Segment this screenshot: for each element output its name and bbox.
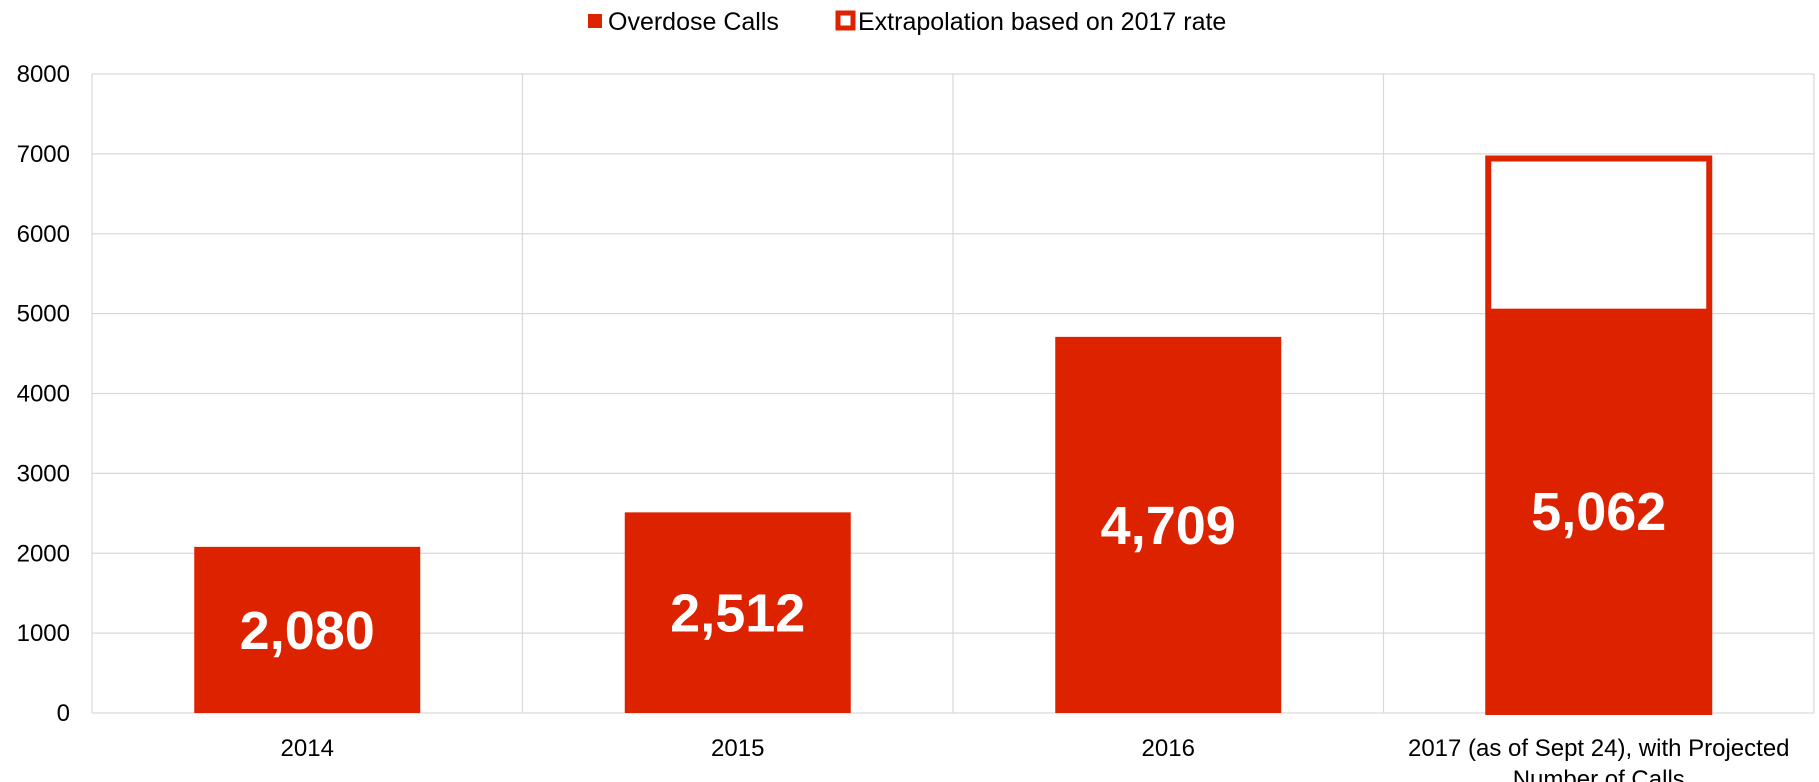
y-tick-label: 6000 — [17, 221, 70, 248]
data-label: 4,709 — [1101, 496, 1236, 556]
bar-overdose-calls-1 — [624, 512, 851, 713]
x-category-label: Number of Calls — [1513, 766, 1685, 782]
legend-label-extrapolation: Extrapolation based on 2017 rate — [858, 8, 1226, 36]
x-category-label: 2015 — [711, 735, 764, 762]
y-tick-label: 0 — [57, 700, 70, 727]
y-tick-label: 4000 — [17, 381, 70, 408]
x-category-label: 2016 — [1142, 735, 1195, 762]
x-category-label: 2014 — [281, 735, 334, 762]
data-label: 2,512 — [670, 584, 805, 644]
legend-swatch-overdose-calls — [588, 14, 602, 28]
data-label: 2,080 — [240, 601, 375, 661]
y-tick-label: 7000 — [17, 141, 70, 168]
y-tick-label: 2000 — [17, 540, 70, 567]
legend: Overdose Calls Extrapolation based on 20… — [588, 8, 1226, 36]
data-label: 5,062 — [1531, 482, 1666, 542]
bar-overdose-calls-2 — [1055, 336, 1282, 713]
y-tick-label: 8000 — [17, 61, 70, 88]
y-axis-tick-labels: 0 1000 2000 3000 4000 5000 6000 7000 8000 — [17, 61, 70, 727]
y-tick-label: 3000 — [17, 460, 70, 487]
bar-overdose-calls-3 — [1485, 308, 1712, 713]
legend-label-overdose-calls: Overdose Calls — [608, 8, 779, 36]
data-labels: 2,080 2,512 4,709 5,062 — [240, 482, 1667, 661]
bar-overdose-calls-0 — [194, 546, 421, 713]
x-axis-category-labels: 2014 2015 2016 2017 (as of Sept 24), with P… — [281, 735, 1790, 782]
y-tick-label: 1000 — [17, 620, 70, 647]
y-tick-label: 5000 — [17, 301, 70, 328]
bars — [194, 155, 1713, 715]
x-category-label: 2017 (as of Sept 24), with Projected — [1408, 735, 1790, 762]
legend-swatch-extrapolation — [835, 10, 856, 31]
